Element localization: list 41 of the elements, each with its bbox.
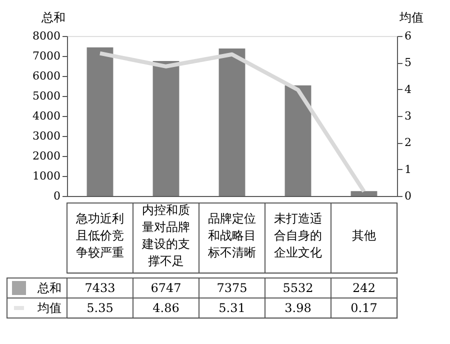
y2-axis-title: 均值 <box>398 10 424 24</box>
data-label: 4.86 <box>152 301 180 315</box>
data-label: 3.98 <box>284 301 312 315</box>
y-tick-label: 8000 <box>32 30 60 42</box>
x-tick-label: 未打造适合自身的企业文化 <box>274 212 322 260</box>
x-tick-label: 其他 <box>352 228 376 242</box>
y-tick-label: 1000 <box>32 170 60 182</box>
bar <box>86 47 114 196</box>
data-label: 242 <box>352 281 376 295</box>
y-tick-label: 2000 <box>32 150 60 162</box>
data-label: 6747 <box>150 281 182 295</box>
bar <box>218 48 246 196</box>
bar <box>350 191 378 196</box>
data-label: 7375 <box>216 281 248 295</box>
y2-tick-label: 4 <box>404 82 412 96</box>
data-label: 7433 <box>84 281 116 295</box>
x-tick-label: 急功近利且低价竞争较严重 <box>75 212 124 260</box>
bar <box>152 61 180 196</box>
x-tick-label: 品牌定位和战略目标不清晰 <box>207 212 256 260</box>
y-tick-label: 3000 <box>32 130 60 142</box>
legend-label: 均值 <box>36 301 62 315</box>
y-tick-label: 6000 <box>32 70 60 82</box>
data-label: 5.31 <box>218 301 246 315</box>
data-label: 0.17 <box>350 301 378 315</box>
y2-tick-label: 0 <box>404 190 412 202</box>
data-label: 5532 <box>282 281 314 295</box>
bar <box>284 85 312 196</box>
y-tick-label: 7000 <box>32 50 60 62</box>
x-tick-label: 内控和质量对品牌建设的支撑不足 <box>141 203 190 268</box>
line-series <box>98 51 366 194</box>
y-axis-title: 总和 <box>40 10 66 24</box>
y2-tick-label: 3 <box>404 110 412 122</box>
y2-tick-label: 1 <box>404 162 412 176</box>
y-tick-label: 4000 <box>32 110 60 122</box>
y2-tick-label: 5 <box>404 56 412 70</box>
y-tick-label: 0 <box>54 190 60 202</box>
y2-tick-label: 2 <box>404 136 412 150</box>
y-tick-label: 5000 <box>32 90 60 102</box>
y2-tick-label: 6 <box>404 30 412 42</box>
legend-label: 总和 <box>36 281 62 295</box>
data-label: 5.35 <box>86 301 114 315</box>
